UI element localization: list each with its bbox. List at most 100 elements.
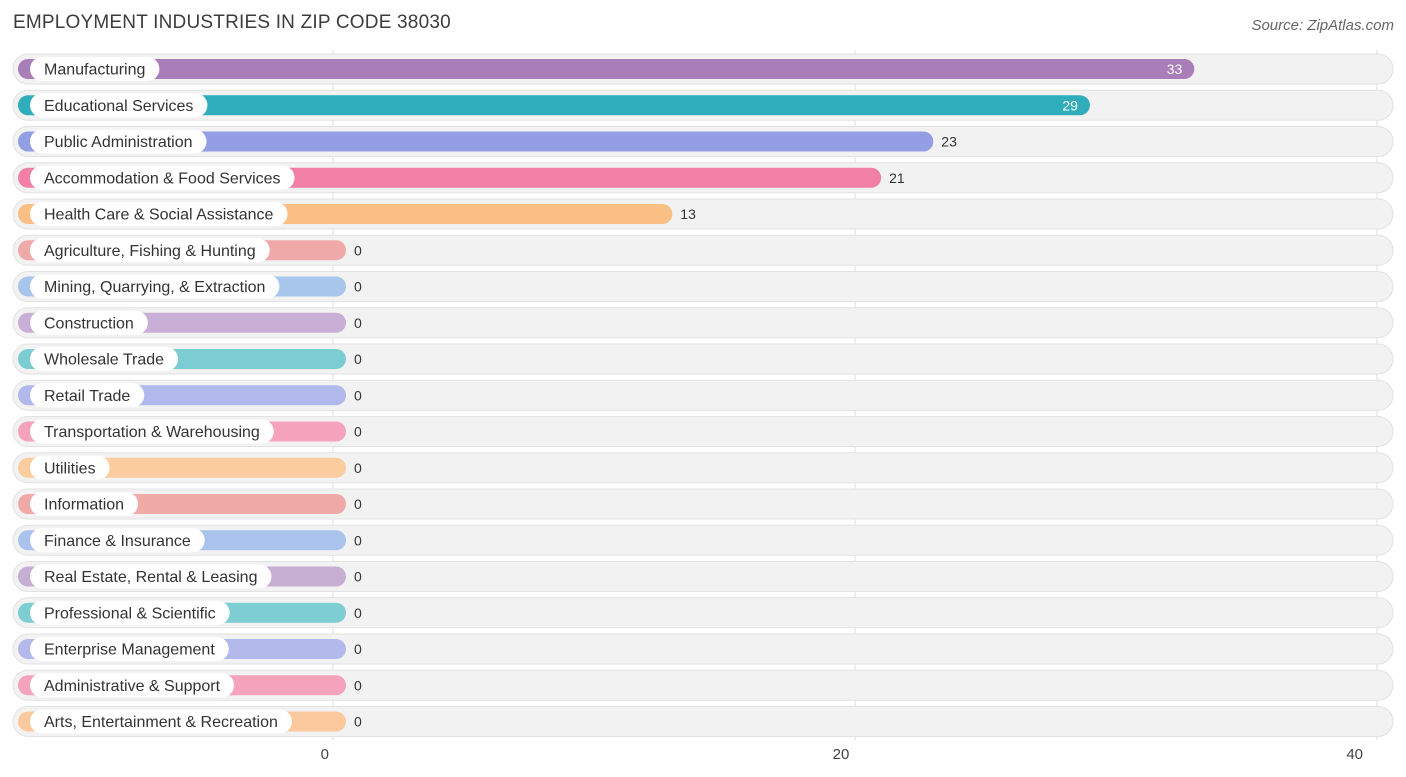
category-label-pill: [30, 419, 274, 444]
bar-row: Health Care & Social Assistance 13: [18, 202, 696, 226]
category-label-pill: [30, 57, 160, 81]
category-label-pill: [30, 709, 292, 734]
category-label-pill: [30, 129, 207, 154]
category-label: Enterprise Management: [44, 642, 215, 659]
category-label: Agriculture, Fishing & Hunting: [44, 243, 256, 260]
bar-row: Manufacturing 33: [18, 57, 1195, 81]
value-label: 0: [354, 677, 362, 693]
category-label: Accommodation & Food Services: [44, 170, 281, 187]
value-label: 0: [354, 641, 362, 657]
value-label: 0: [354, 496, 362, 512]
bar-row: Arts, Entertainment & Recreation 0: [18, 709, 362, 734]
value-label: 0: [354, 714, 362, 730]
category-label: Wholesale Trade: [44, 352, 164, 369]
value-label: 21: [889, 170, 905, 186]
category-label: Public Administration: [44, 134, 193, 151]
row-track: [12, 307, 1394, 339]
value-label: 0: [354, 424, 362, 440]
bar-row: Educational Services 29: [18, 93, 1090, 118]
row-track: [12, 271, 1394, 302]
bars: Manufacturing 33 Educational Services 29 Pub…: [18, 57, 1195, 734]
bar-row: Agriculture, Fishing & Hunting 0: [18, 238, 362, 263]
category-label: Construction: [44, 315, 134, 332]
value-label: 29: [1062, 97, 1078, 113]
bar-row: Enterprise Management 0: [18, 637, 362, 661]
x-tick-label: 20: [833, 746, 850, 763]
bar-row: Finance & Insurance 0: [18, 528, 362, 553]
category-label-pill: [30, 383, 145, 408]
bar-row: Professional & Scientific 0: [18, 600, 362, 625]
value-label: 0: [354, 315, 362, 331]
category-label-pill: [30, 202, 288, 226]
category-label: Retail Trade: [44, 388, 130, 405]
value-label: 0: [354, 242, 362, 258]
category-label-pill: [30, 274, 280, 299]
value-label: 0: [354, 569, 362, 585]
row-track: [12, 561, 1394, 592]
bar-row: Wholesale Trade 0: [18, 347, 362, 371]
row-track: [12, 452, 1394, 484]
row-track: [12, 669, 1394, 701]
category-label-pill: [30, 637, 229, 661]
category-label-pill: [30, 492, 139, 516]
bar-row: Transportation & Warehousing 0: [18, 419, 362, 444]
category-label: Mining, Quarrying, & Extraction: [44, 279, 265, 296]
category-label-pill: [30, 564, 272, 589]
value-label: 23: [941, 134, 957, 150]
bar-row: Administrative & Support 0: [18, 673, 362, 698]
row-track: [12, 633, 1394, 665]
category-label: Transportation & Warehousing: [44, 424, 260, 441]
category-label: Finance & Insurance: [44, 533, 191, 550]
bar-row: Utilities 0: [18, 455, 362, 480]
category-label-pill: [30, 238, 270, 263]
category-label: Information: [44, 497, 124, 514]
chart-title: EMPLOYMENT INDUSTRIES IN ZIP CODE 38030: [13, 12, 451, 33]
value-label: 0: [354, 387, 362, 403]
bar-row: Mining, Quarrying, & Extraction 0: [18, 274, 362, 299]
category-label-pill: [30, 310, 148, 335]
row-track: [12, 597, 1394, 629]
category-label-pill: [30, 93, 208, 118]
x-tick-label: 40: [1346, 746, 1363, 763]
bar: [18, 131, 934, 152]
category-label-pill: [30, 165, 295, 190]
value-label: 0: [354, 532, 362, 548]
value-label: 0: [354, 460, 362, 476]
value-label: 0: [354, 605, 362, 621]
bar-row: Accommodation & Food Services 21: [18, 165, 905, 190]
category-label: Health Care & Social Assistance: [44, 207, 274, 224]
row-track: [12, 706, 1394, 737]
category-label: Educational Services: [44, 98, 193, 115]
bar: [18, 95, 1090, 116]
bar-row: Retail Trade 0: [18, 383, 362, 408]
category-label-pill: [30, 673, 235, 698]
bar-row: Public Administration 23: [18, 129, 957, 154]
category-label-pill: [30, 347, 179, 371]
row-track: [12, 234, 1394, 266]
category-label: Administrative & Support: [44, 678, 221, 695]
value-label: 33: [1167, 61, 1183, 77]
bar-row: Construction 0: [18, 310, 362, 335]
x-axis-ticks: 0 20 40: [321, 746, 1363, 763]
category-label-pill: [30, 528, 205, 553]
value-label: 0: [354, 351, 362, 367]
row-track: [12, 379, 1394, 411]
x-tick-label: 0: [321, 746, 329, 763]
bar-row: Real Estate, Rental & Leasing 0: [18, 564, 362, 589]
row-track: [12, 524, 1394, 556]
category-label: Real Estate, Rental & Leasing: [44, 569, 257, 586]
value-label: 13: [680, 206, 696, 222]
value-label: 0: [354, 279, 362, 295]
category-label-pill: [30, 455, 110, 480]
category-label: Professional & Scientific: [44, 605, 216, 622]
bar: [18, 59, 1195, 79]
category-label-pill: [30, 600, 230, 625]
category-label: Arts, Entertainment & Recreation: [44, 714, 278, 731]
bar-row: Information 0: [18, 492, 362, 516]
row-track: [12, 416, 1394, 447]
category-label: Manufacturing: [44, 62, 145, 79]
row-track: [12, 488, 1394, 520]
row-track: [12, 343, 1394, 375]
category-label: Utilities: [44, 460, 96, 477]
